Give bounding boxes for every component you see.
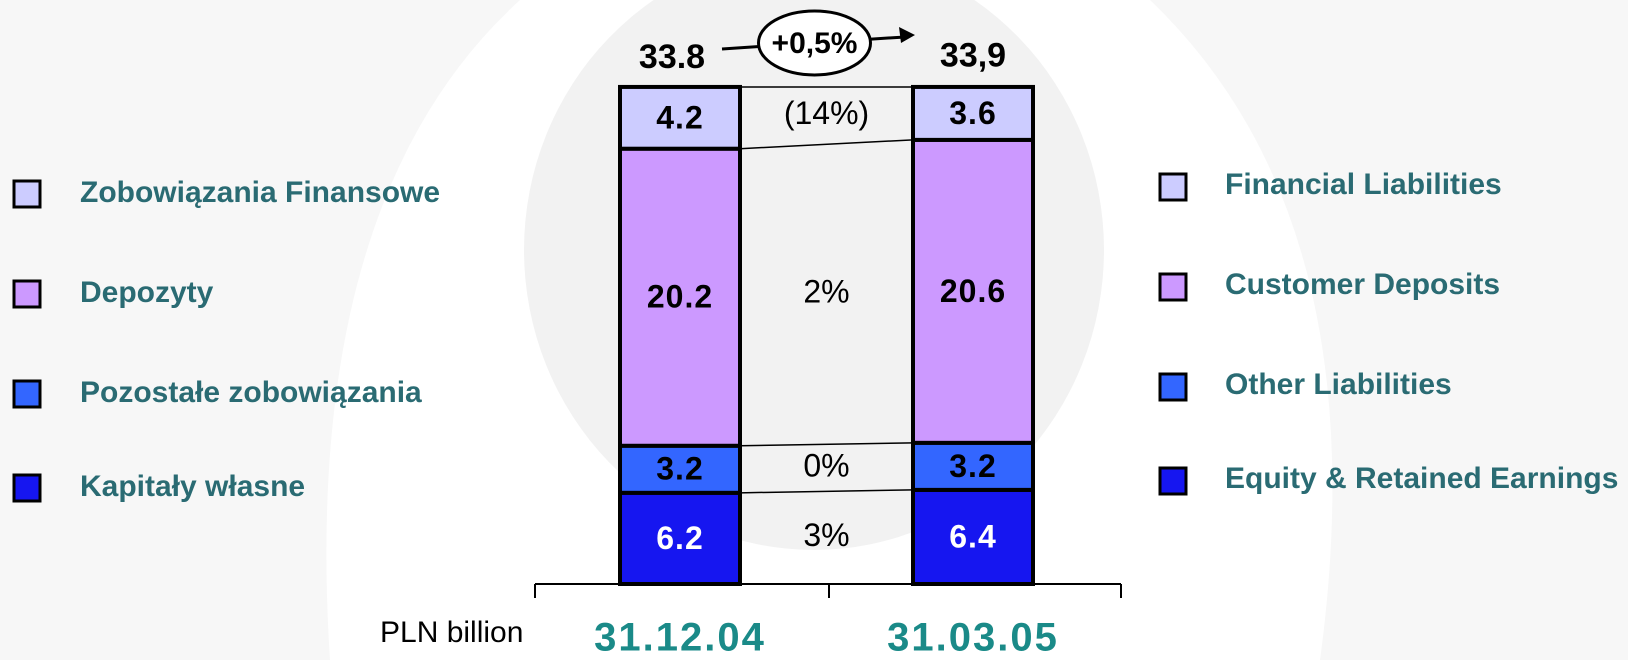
legend-label: Customer Deposits	[1225, 268, 1500, 301]
unit-label: PLN billion	[380, 616, 523, 649]
legend-swatch	[1158, 172, 1188, 202]
change-ellipse	[757, 9, 872, 77]
bar-segment	[618, 490, 742, 586]
legend-label: Pozostałe zobowiązania	[80, 376, 422, 409]
legend-swatch	[1158, 372, 1188, 402]
value-label: 6.2	[656, 520, 703, 556]
legend-swatch	[12, 179, 42, 209]
legend-label: Financial Liabilities	[1225, 168, 1502, 201]
legend-label: Kapitały własne	[80, 470, 305, 503]
value-label: 20.2	[647, 279, 713, 315]
change-label: 2%	[803, 274, 849, 310]
legend-swatch	[12, 279, 42, 309]
bar-segment	[618, 146, 742, 448]
legend-label: Zobowiązania Finansowe	[80, 176, 440, 209]
arrow-head	[899, 26, 915, 43]
total-label: 33,9	[940, 36, 1006, 74]
value-label: 20.6	[940, 273, 1006, 309]
bar-segment	[618, 84, 742, 151]
bar-segment	[911, 84, 1035, 142]
value-label: 3.2	[949, 448, 996, 484]
total-label: 33.8	[639, 38, 705, 76]
change-label: (14%)	[784, 95, 869, 131]
category-label: 31.03.05	[887, 616, 1059, 660]
legend-swatch	[12, 379, 42, 409]
category-label: 31.12.04	[594, 616, 766, 660]
change-label: 0%	[803, 447, 849, 483]
bar-segment	[911, 137, 1035, 445]
total-change-label: +0,5%	[772, 27, 858, 60]
change-label: 3%	[803, 517, 849, 553]
value-label: 4.2	[656, 99, 703, 135]
value-label: 3.6	[949, 95, 996, 131]
legend-label: Depozyty	[80, 276, 214, 309]
value-label: 3.2	[656, 451, 703, 487]
connector-line	[739, 489, 914, 494]
legend-label: Equity & Retained Earnings	[1225, 462, 1618, 495]
value-label: 6.4	[949, 518, 996, 554]
legend-swatch	[1158, 466, 1188, 496]
legend-swatch	[12, 473, 42, 503]
connector-line	[739, 139, 914, 150]
legend-swatch	[1158, 272, 1188, 302]
legend-label: Other Liabilities	[1225, 368, 1452, 401]
connector-line	[739, 442, 914, 447]
